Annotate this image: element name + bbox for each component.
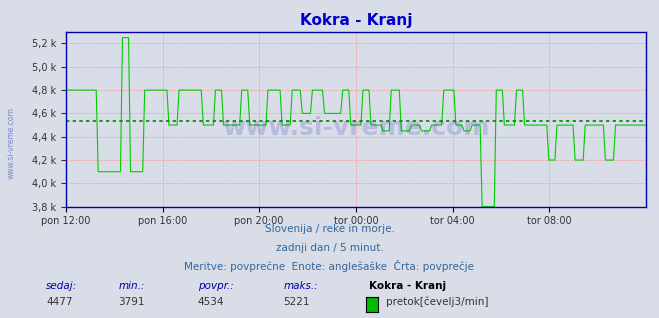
Text: Slovenija / reke in morje.: Slovenija / reke in morje. bbox=[264, 224, 395, 234]
Text: www.si-vreme.com: www.si-vreme.com bbox=[222, 116, 490, 140]
Text: 3791: 3791 bbox=[119, 297, 145, 307]
Text: 4534: 4534 bbox=[198, 297, 224, 307]
Text: 4477: 4477 bbox=[46, 297, 72, 307]
Text: povpr.:: povpr.: bbox=[198, 281, 233, 291]
Text: Kokra - Kranj: Kokra - Kranj bbox=[369, 281, 446, 291]
Title: Kokra - Kranj: Kokra - Kranj bbox=[300, 13, 412, 28]
Text: pretok[čevelj3/min]: pretok[čevelj3/min] bbox=[386, 297, 488, 307]
Text: min.:: min.: bbox=[119, 281, 145, 291]
Text: zadnji dan / 5 minut.: zadnji dan / 5 minut. bbox=[275, 243, 384, 253]
Text: sedaj:: sedaj: bbox=[46, 281, 77, 291]
Text: maks.:: maks.: bbox=[283, 281, 318, 291]
Text: www.si-vreme.com: www.si-vreme.com bbox=[7, 107, 16, 179]
Text: 5221: 5221 bbox=[283, 297, 310, 307]
Text: Meritve: povprečne  Enote: anglešaške  Črta: povprečje: Meritve: povprečne Enote: anglešaške Črt… bbox=[185, 260, 474, 272]
